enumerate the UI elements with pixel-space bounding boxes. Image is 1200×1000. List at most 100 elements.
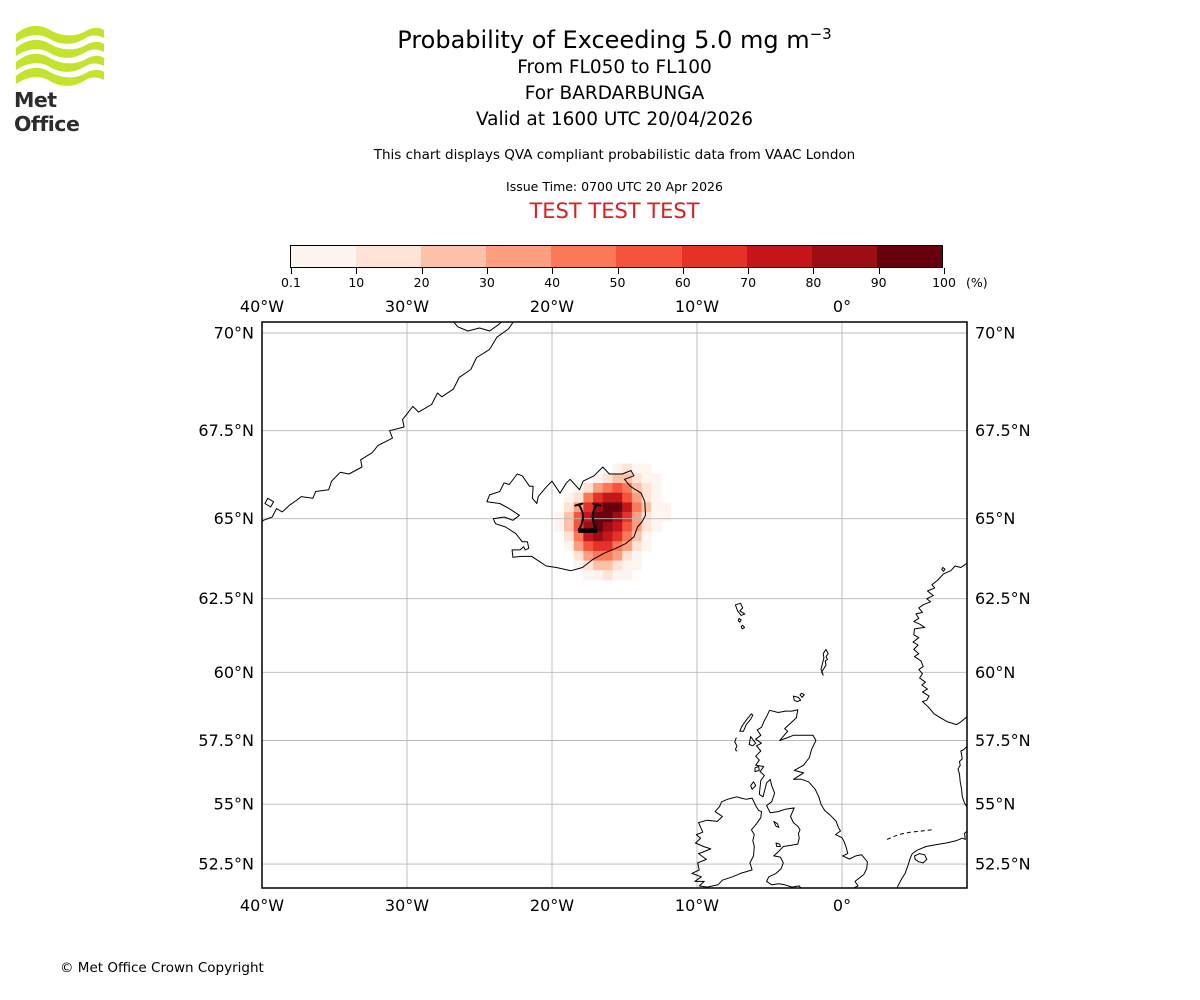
lat-tick-label-left: 55°N: [214, 795, 254, 814]
probability-cell: [573, 531, 584, 542]
probability-cell: [602, 492, 613, 503]
probability-cell: [651, 492, 662, 503]
probability-cell: [641, 483, 652, 493]
coastline-lewis-harris: [739, 713, 754, 732]
probability-cell: [631, 541, 642, 552]
lat-tick-label-left: 67.5°N: [198, 421, 254, 440]
probability-cell: [573, 483, 584, 493]
coastline-faroe-main: [734, 602, 746, 616]
probability-cell: [583, 550, 594, 561]
volcano-symbol-stroke: [577, 503, 584, 531]
colorbar-tick: [421, 268, 423, 274]
probability-cell: [651, 512, 662, 523]
coastline-faroe-islet-1: [737, 617, 742, 623]
probability-cell: [622, 492, 633, 503]
colorbar-segment: [681, 246, 747, 267]
probability-cell: [564, 502, 574, 513]
colorbar-tick: [813, 268, 815, 274]
colorbar-segment: [356, 246, 422, 267]
probability-cell: [583, 483, 594, 493]
probability-cell: [612, 512, 623, 523]
colorbar-tick-label: 10: [348, 275, 365, 290]
probability-cell: [602, 531, 613, 542]
coastline-skye: [748, 736, 757, 747]
colorbar-tick: [617, 268, 619, 274]
probability-cell: [602, 541, 613, 552]
coastline-frisian-islands-dashed: [886, 829, 932, 840]
probability-cell: [612, 541, 623, 552]
valid-time-line: Valid at 1600 UTC 20/04/2026: [475, 109, 754, 131]
probability-cell: [612, 570, 623, 581]
chart-title: Probability of Exceeding 5.0 mg m−3: [29, 25, 1200, 55]
probability-cell: [583, 512, 594, 523]
probability-cell: [583, 560, 594, 571]
probability-cell: [612, 492, 623, 503]
probability-cell: [593, 550, 604, 561]
probability-cell: [651, 483, 662, 493]
probability-cell: [631, 531, 642, 542]
probability-cell: [641, 473, 652, 484]
colorbar-tick-label: 0.1: [281, 275, 301, 290]
met-office-logo-waves: [16, 25, 104, 86]
probability-cell: [631, 560, 642, 571]
probability-cell: [612, 521, 623, 532]
probability-cell: [622, 560, 633, 571]
colorbar-unit-label: (%): [966, 275, 988, 290]
lon-tick-label-bottom: 30°W: [385, 896, 429, 915]
probability-cell: [641, 492, 652, 503]
colorbar-tick: [878, 268, 880, 274]
probability-cell: [602, 550, 613, 561]
lon-tick-label-top: 40°W: [240, 297, 284, 316]
colorbar-tick: [486, 268, 488, 274]
coastline-uists-chain: [734, 737, 738, 752]
probability-cell: [573, 521, 584, 532]
coastline-iceland: [486, 466, 646, 572]
issue-time: Issue Time: 0700 UTC 20 Apr 2026: [506, 179, 723, 195]
probability-cell: [602, 560, 613, 571]
lon-tick-label-bottom: 40°W: [240, 896, 284, 915]
lat-tick-label-right: 57.5°N: [975, 731, 1031, 750]
lat-tick-label-right: 60°N: [975, 663, 1015, 682]
coastline-greenland-scoresby-fjord: [452, 322, 503, 332]
chart-title-text: Probability of Exceeding 5.0 mg m: [397, 26, 810, 54]
coastline-greenland-east-coast: [262, 322, 514, 523]
probability-cell: [612, 473, 623, 484]
probability-cell: [593, 570, 604, 581]
lon-tick-label-top: 0°: [833, 297, 851, 316]
probability-cell: [602, 473, 613, 484]
probability-cell: [593, 492, 604, 503]
probability-cell: [622, 541, 633, 552]
colorbar-tick: [356, 268, 358, 274]
coastline-shetland: [820, 648, 829, 676]
colorbar-tick-label: 100: [932, 275, 956, 290]
colorbar-tick-label: 30: [478, 275, 495, 290]
coastline-orkney-main: [792, 695, 802, 703]
probability-cell: [622, 502, 633, 513]
probability-cell: [651, 502, 662, 513]
probability-cell: [583, 492, 594, 503]
coastline-norway-west-coast: [912, 562, 967, 726]
probability-cell: [641, 463, 652, 474]
lon-tick-label-bottom: 20°W: [530, 896, 574, 915]
probability-cell: [593, 483, 604, 493]
probability-cell: [641, 521, 652, 532]
probability-cell: [593, 502, 604, 513]
colorbar-tick-label: 80: [805, 275, 822, 290]
probability-cell: [593, 531, 604, 542]
probability-cell: [602, 570, 613, 581]
probability-cell: [622, 550, 633, 561]
probability-cell: [631, 463, 642, 474]
met-office-logo-text: Met Office: [14, 88, 80, 136]
volcano-symbol-stroke: [592, 502, 602, 507]
lon-tick-label-top: 20°W: [530, 297, 574, 316]
probability-cell: [564, 541, 574, 552]
qva-note: This chart displays QVA compliant probab…: [373, 147, 856, 164]
colorbar-segment: [486, 246, 552, 267]
colorbar: (%) 0.1 10 20 30 40 50 60 70 80 90 100: [281, 245, 988, 290]
probability-cell: [612, 550, 623, 561]
lat-tick-label-right: 65°N: [975, 509, 1015, 528]
colorbar-segment: [876, 246, 942, 267]
colorbar-segment: [746, 246, 812, 267]
lat-tick-label-right: 70°N: [975, 324, 1015, 343]
probability-cell: [622, 521, 633, 532]
